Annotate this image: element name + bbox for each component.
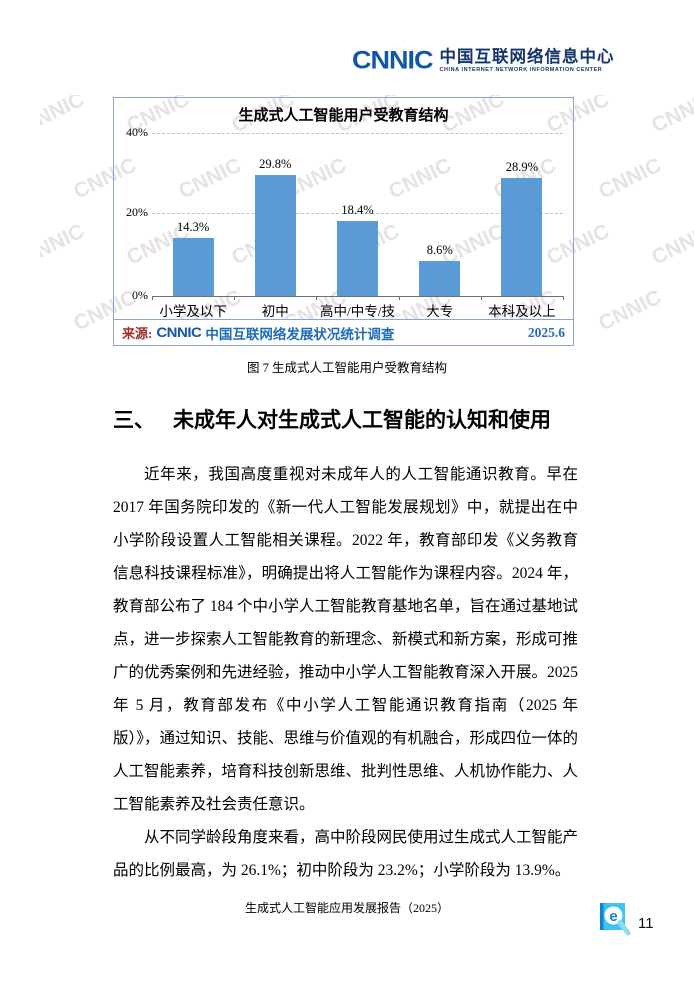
cnnic-logo-wordmark: CNNIC — [352, 46, 433, 74]
cnnic-watermark: CNNIC — [40, 219, 88, 270]
source-prefix-label: 来源: — [122, 326, 153, 341]
cnnic-watermark: CNNIC — [648, 219, 694, 270]
bar-group: 28.9% — [481, 160, 563, 296]
x-axis-tick — [316, 296, 318, 300]
section-heading: 三、 未成年人对生成式人工智能的认知和使用 — [113, 404, 578, 434]
x-axis-tick — [398, 296, 400, 300]
x-axis-category-label: 大专 — [426, 304, 454, 319]
cnnic-watermark: CNNIC — [595, 153, 665, 204]
bar-group: 8.6% — [399, 243, 481, 296]
bar-group: 29.8% — [234, 157, 316, 296]
chart-title: 生成式人工智能用户受教育结构 — [238, 107, 449, 124]
paragraph-usage-by-school-stage: 从不同学龄段角度来看，高中阶段网民使用过生成式人工智能产品的比例最高，为 26.… — [113, 829, 579, 879]
gridline-40pct — [152, 133, 563, 134]
x-axis-tick — [234, 296, 236, 300]
y-axis-tick-40: 40% — [126, 125, 148, 139]
org-name-chinese: 中国互联网络信息中心 — [439, 47, 615, 67]
x-axis-category-label: 本科及以上 — [488, 304, 556, 319]
bar — [172, 237, 214, 296]
bar — [337, 221, 378, 296]
x-axis-tick — [152, 296, 153, 300]
x-axis-line — [152, 296, 563, 297]
bar-group: 14.3% — [152, 220, 234, 296]
org-name-english: CHINA INTERNET NETWORK INFORMATION CENTE… — [439, 66, 603, 73]
x-axis-category-label: 小学及以下 — [159, 304, 227, 319]
chart-source-row: 来源: CNNIC 中国互联网络发展状况统计调查 2025.6 — [114, 319, 573, 345]
section-title: 未成年人对生成式人工智能的认知和使用 — [173, 409, 551, 432]
x-axis-tick — [480, 296, 482, 300]
cnnic-watermark: CNNIC — [648, 95, 694, 138]
cnnic-watermark: CNNIC — [595, 285, 665, 336]
source-date: 2025.6 — [527, 324, 565, 340]
svg-text:e: e — [609, 908, 617, 925]
bar-group: 18.4% — [316, 203, 398, 296]
magnifier-e-icon: e — [600, 903, 631, 936]
education-structure-chart: 生成式人工智能用户受教育结构 40% 20% 0% 14.3% 29.8% 18.4… — [113, 97, 574, 346]
x-axis-tick — [563, 296, 564, 300]
bar-value-label: 14.3% — [176, 219, 210, 234]
bar — [419, 261, 461, 296]
cnnic-source-logo: CNNIC — [156, 324, 202, 341]
y-axis-tick-20: 20% — [126, 205, 148, 219]
page-number: 11 — [638, 915, 654, 932]
cnnic-header-logo: CNNIC 中国互联网络信息中心 CHINA INTERNET NETWORK … — [352, 47, 615, 74]
bars-area: 14.3% 29.8% 18.4% 8.6% 28.9% — [152, 123, 563, 296]
footer-report-title: 生成式人工智能应用发展报告（2025） — [244, 901, 449, 915]
org-names: 中国互联网络信息中心 CHINA INTERNET NETWORK INFORM… — [439, 47, 615, 73]
y-axis-tick-0: 0% — [132, 288, 148, 302]
section-number: 三、 — [113, 409, 155, 432]
x-axis-category-label: 初中 — [261, 304, 289, 319]
bar-value-label: 28.9% — [505, 160, 539, 175]
paragraph-policy-overview: 近年来，我国高度重视对未成年人的人工智能通识教育。早在 2017 年国务院印发的… — [113, 466, 579, 813]
bar — [501, 178, 543, 296]
figure-caption: 图 7 生成式人工智能用户受教育结构 — [246, 361, 447, 375]
gridline-20pct — [152, 213, 563, 214]
source-survey-name: 中国互联网络发展状况统计调查 — [205, 326, 395, 342]
body-text: 近年来，我国高度重视对未成年人的人工智能通识教育。早在 2017 年国务院印发的… — [113, 458, 578, 887]
bar-value-label: 18.4% — [341, 203, 374, 217]
bar-value-label: 8.6% — [426, 243, 453, 257]
cnnic-watermark: CNNIC — [40, 95, 88, 138]
bar-value-label: 29.8% — [259, 156, 292, 171]
bar — [254, 174, 296, 296]
